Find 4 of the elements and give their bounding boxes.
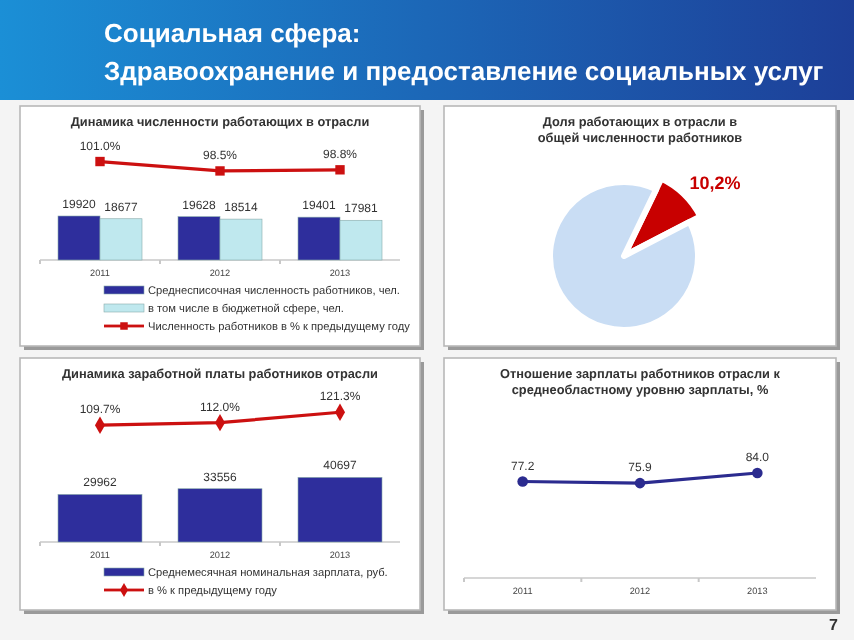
text: Здравоохранение и предоставление социальных услуг [104, 56, 825, 86]
text: 7 [829, 616, 840, 634]
data-label: 10,2% [689, 172, 741, 193]
text: Социальная сфера: [104, 18, 361, 48]
